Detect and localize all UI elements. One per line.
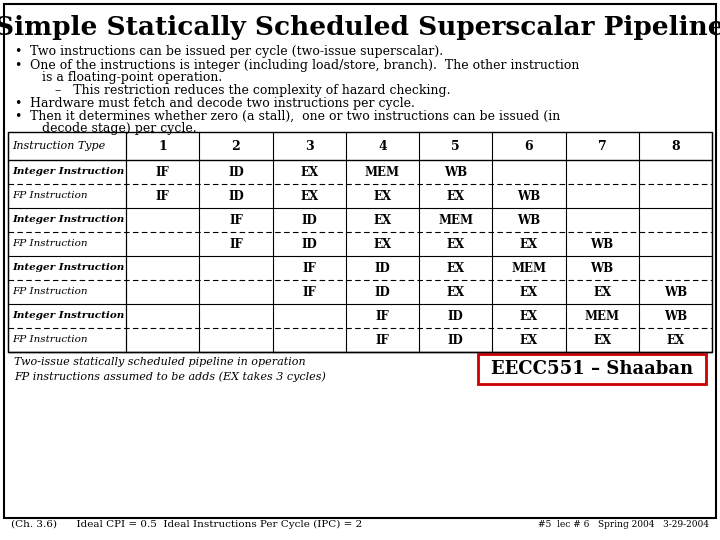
Text: IF: IF (302, 261, 316, 274)
Text: ID: ID (228, 190, 244, 202)
Text: IF: IF (156, 165, 169, 179)
Text: •: • (14, 45, 22, 58)
Bar (478, 354, 706, 384)
Text: EX: EX (446, 286, 464, 299)
Text: EX: EX (593, 334, 611, 347)
Text: IF: IF (229, 238, 243, 251)
Text: Integer Instruction: Integer Instruction (12, 264, 125, 273)
Text: WB: WB (517, 213, 541, 226)
Text: ID: ID (374, 286, 390, 299)
Text: EX: EX (300, 165, 318, 179)
Text: MEM: MEM (438, 213, 473, 226)
Text: WB: WB (517, 190, 541, 202)
Text: FP Instruction: FP Instruction (12, 287, 88, 296)
Text: WB: WB (664, 286, 687, 299)
Text: ID: ID (448, 309, 464, 322)
Text: Hardware must fetch and decode two instructions per cycle.: Hardware must fetch and decode two instr… (30, 97, 415, 110)
Text: Integer Instruction: Integer Instruction (12, 215, 125, 225)
Text: #5  lec # 6   Spring 2004   3-29-2004: #5 lec # 6 Spring 2004 3-29-2004 (538, 520, 709, 529)
Text: WB: WB (590, 238, 613, 251)
Text: ID: ID (448, 334, 464, 347)
Text: IF: IF (302, 286, 316, 299)
Bar (8, 132, 712, 352)
Text: ID: ID (374, 261, 390, 274)
Text: 1: 1 (158, 139, 167, 152)
Text: One of the instructions is integer (including load/store, branch).  The other in: One of the instructions is integer (incl… (30, 59, 580, 72)
Text: 5: 5 (451, 139, 460, 152)
Text: ID: ID (228, 165, 244, 179)
Text: Simple Statically Scheduled Superscalar Pipeline: Simple Statically Scheduled Superscalar … (0, 15, 720, 40)
Text: IF: IF (229, 213, 243, 226)
Text: 4: 4 (378, 139, 387, 152)
Text: IF: IF (376, 309, 390, 322)
Text: WB: WB (664, 309, 687, 322)
Text: Two-issue statically scheduled pipeline in operation: Two-issue statically scheduled pipeline … (14, 357, 305, 367)
Text: Then it determines whether zero (a stall),  one or two instructions can be issue: Then it determines whether zero (a stall… (30, 110, 560, 123)
Text: WB: WB (590, 261, 613, 274)
Text: Integer Instruction: Integer Instruction (12, 312, 125, 321)
Text: •: • (14, 110, 22, 123)
Text: IF: IF (376, 334, 390, 347)
Text: EX: EX (593, 286, 611, 299)
Text: EX: EX (300, 190, 318, 202)
Text: Two instructions can be issued per cycle (two-issue superscalar).: Two instructions can be issued per cycle… (30, 45, 443, 58)
Text: 7: 7 (598, 139, 606, 152)
Text: EECC551 – Shaaban: EECC551 – Shaaban (491, 360, 693, 378)
Text: FP Instruction: FP Instruction (12, 192, 88, 200)
Text: Integer Instruction: Integer Instruction (12, 167, 125, 177)
Text: –   This restriction reduces the complexity of hazard checking.: – This restriction reduces the complexit… (55, 84, 451, 97)
Text: MEM: MEM (365, 165, 400, 179)
Text: FP Instruction: FP Instruction (12, 240, 88, 248)
Text: 8: 8 (671, 139, 680, 152)
Text: decode stage) per cycle.: decode stage) per cycle. (42, 122, 197, 135)
Text: EX: EX (520, 286, 538, 299)
Text: EX: EX (446, 261, 464, 274)
Text: FP instructions assumed to be adds (EX takes 3 cycles): FP instructions assumed to be adds (EX t… (14, 371, 326, 382)
Text: •: • (14, 59, 22, 72)
Text: EX: EX (373, 213, 392, 226)
Text: 6: 6 (525, 139, 534, 152)
Text: EX: EX (446, 190, 464, 202)
Text: (Ch. 3.6)      Ideal CPI = 0.5  Ideal Instructions Per Cycle (IPC) = 2: (Ch. 3.6) Ideal CPI = 0.5 Ideal Instruct… (11, 520, 362, 529)
Text: 3: 3 (305, 139, 313, 152)
Text: 2: 2 (232, 139, 240, 152)
Text: ID: ID (301, 213, 317, 226)
Text: EX: EX (373, 238, 392, 251)
Text: EX: EX (520, 238, 538, 251)
Text: MEM: MEM (585, 309, 620, 322)
Text: EX: EX (520, 309, 538, 322)
Text: IF: IF (156, 190, 169, 202)
Text: is a floating-point operation.: is a floating-point operation. (42, 71, 222, 84)
Text: EX: EX (373, 190, 392, 202)
Text: EX: EX (446, 238, 464, 251)
Text: WB: WB (444, 165, 467, 179)
Text: EX: EX (520, 334, 538, 347)
Text: MEM: MEM (511, 261, 546, 274)
Text: •: • (14, 97, 22, 110)
Text: Instruction Type: Instruction Type (12, 141, 105, 151)
Text: ID: ID (301, 238, 317, 251)
Text: EX: EX (666, 334, 685, 347)
Text: FP Instruction: FP Instruction (12, 335, 88, 345)
